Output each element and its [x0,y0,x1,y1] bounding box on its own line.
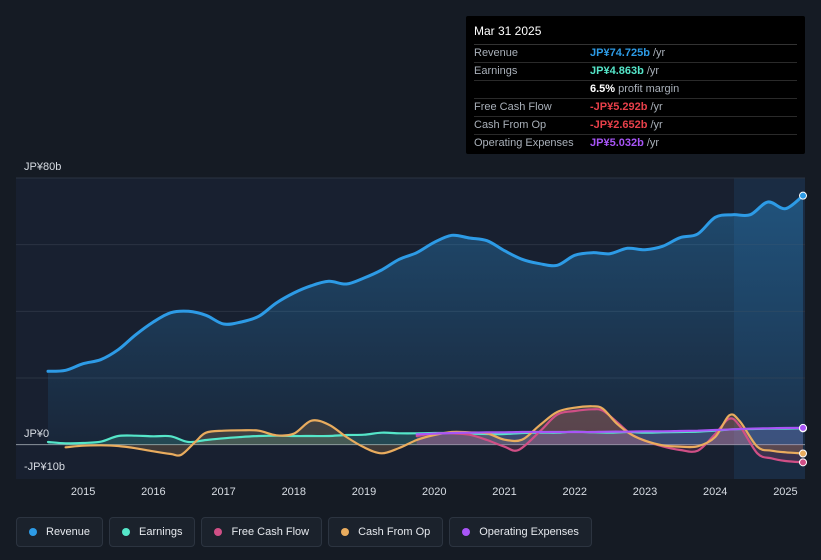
x-tick-label: 2017 [211,486,235,498]
data-tooltip: Mar 31 2025 Revenue JP¥74.725b/yr Earnings… [466,16,805,154]
tooltip-row-label: Cash From Op [474,119,547,131]
tooltip-row-label: Revenue [474,47,519,59]
endpoint-free-cash-flow [799,458,807,467]
area-cash-from-op [65,406,804,456]
tooltip-row: Earnings JP¥4.863b/yr [474,63,797,81]
tooltip-row-unit: /yr [646,137,660,149]
x-tick-label: 2019 [352,486,376,498]
area-revenue [48,195,803,445]
tooltip-row: Operating Expenses JP¥5.032b/yr [474,135,797,152]
x-tick-label: 2024 [703,486,727,498]
series-endpoints [799,191,807,467]
x-tick-label: 2022 [563,486,587,498]
tooltip-rows: Revenue JP¥74.725b/yr Earnings JP¥4.863b/yr… [474,45,797,152]
legend-dot-icon [29,528,37,536]
chart-legend: Revenue Earnings Free Cash Flow Cash From O… [16,517,592,547]
financials-chart: JP¥80b JP¥0 -JP¥10b 2015 2016 2017 2018 2019… [16,161,807,498]
legend-label: Cash From Op [358,526,431,538]
tooltip-row-label: Operating Expenses [474,137,574,149]
legend-item-cash-from-op[interactable]: Cash From Op [328,517,444,547]
x-tick-label: 2023 [633,486,657,498]
legend-item-operating-expenses[interactable]: Operating Expenses [449,517,592,547]
endpoint-operating-expenses [799,423,807,432]
tooltip-row: Cash From Op -JP¥2.652b/yr [474,117,797,135]
line-revenue [46,194,805,373]
tooltip-row-label: Free Cash Flow [474,101,552,113]
series-lines [46,194,805,464]
legend-label: Free Cash Flow [231,526,310,538]
x-tick-label: 2025 [773,486,797,498]
x-axis-ticks: 2015 2016 2017 2018 2019 2020 2021 2022 2023 2024… [71,486,798,498]
tooltip-row-value: JP¥4.863b [590,65,644,77]
endpoint-revenue [799,191,807,200]
tooltip-row-value: -JP¥2.652b [590,119,648,131]
area-free-cash-flow [416,409,803,463]
legend-dot-icon [462,528,471,536]
legend-dot-icon [214,528,223,536]
x-tick-label: 2020 [422,486,446,498]
legend-label: Revenue [46,526,91,538]
tooltip-row-label [474,81,590,98]
legend-item-free-cash-flow[interactable]: Free Cash Flow [201,517,323,547]
tooltip-row-value: JP¥5.032b [590,137,644,149]
y-label-bottom: -JP¥10b [24,461,65,473]
y-label-zero: JP¥0 [24,428,49,440]
legend-item-revenue[interactable]: Revenue [16,517,104,547]
x-tick-label: 2018 [282,486,306,498]
endpoint-cash-from-op [799,449,807,458]
legend-dot-icon [341,528,350,536]
tooltip-row-value: 6.5% [590,83,616,95]
tooltip-row: 6.5% profit margin [474,81,797,99]
legend-label: Operating Expenses [479,526,579,538]
tooltip-row: Free Cash Flow -JP¥5.292b/yr [474,99,797,117]
tooltip-row-unit: /yr [652,47,666,59]
x-tick-label: 2021 [492,486,516,498]
y-label-top: JP¥80b [24,161,61,173]
legend-item-earnings[interactable]: Earnings [109,517,196,547]
tooltip-row-label: Earnings [474,65,518,77]
x-tick-label: 2015 [71,486,95,498]
legend-dot-icon [122,528,131,536]
line-operating-expenses [415,426,805,436]
tooltip-row-value: JP¥74.725b [590,47,650,59]
x-tick-label: 2016 [141,486,165,498]
line-free-cash-flow [415,408,805,464]
legend-label: Earnings [139,526,183,538]
tooltip-date: Mar 31 2025 [474,24,797,45]
tooltip-row: Revenue JP¥74.725b/yr [474,45,797,63]
tooltip-row-unit: profit margin [618,83,680,95]
tooltip-row-unit: /yr [650,101,663,113]
tooltip-row-unit: /yr [650,119,663,131]
tooltip-row-unit: /yr [646,65,660,77]
tooltip-row-value: -JP¥5.292b [590,101,648,113]
